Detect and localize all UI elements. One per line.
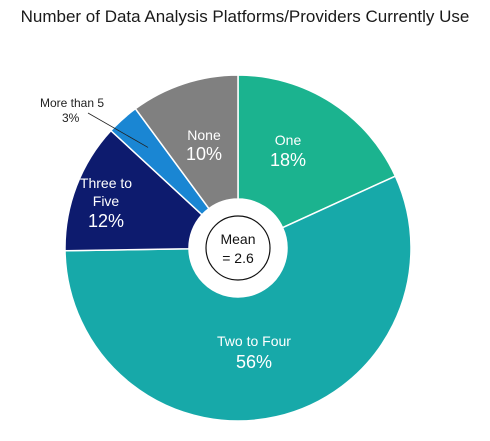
leader-line-more-than-5 xyxy=(87,112,149,148)
slice-three-to-five xyxy=(64,129,204,252)
slice-one xyxy=(237,74,397,229)
label-more-than-5-name: More than 5 xyxy=(40,96,104,110)
label-none-value: 10% xyxy=(186,144,222,164)
label-none-name: None xyxy=(187,127,221,143)
labels: One 18% Two to Four 56% Three to Five 12% None1… xyxy=(40,96,306,372)
label-three-to-five-value: 12% xyxy=(88,211,124,231)
label-two-to-four-value: 56% xyxy=(236,352,272,372)
center-circle xyxy=(205,215,271,281)
center-label-line2: = 2.6 xyxy=(222,250,254,266)
center-label-line1: Mean xyxy=(220,231,255,247)
label-two-to-four-name: Two to Four xyxy=(217,333,291,349)
label-more-than-5-value: 3% xyxy=(62,111,80,125)
label-three-to-five-line2: Five xyxy=(93,193,120,209)
slice-two-to-four xyxy=(64,175,412,422)
slices xyxy=(64,74,412,422)
label-three-to-five-line1: Three to xyxy=(80,175,132,191)
chart-title: Number of Data Analysis Platforms/Provid… xyxy=(20,7,470,26)
label-one-value: 18% xyxy=(270,150,306,170)
mean-label: Mean = 2.6 xyxy=(220,231,255,266)
label-one-name: One xyxy=(275,132,302,148)
slice-none xyxy=(134,74,239,210)
